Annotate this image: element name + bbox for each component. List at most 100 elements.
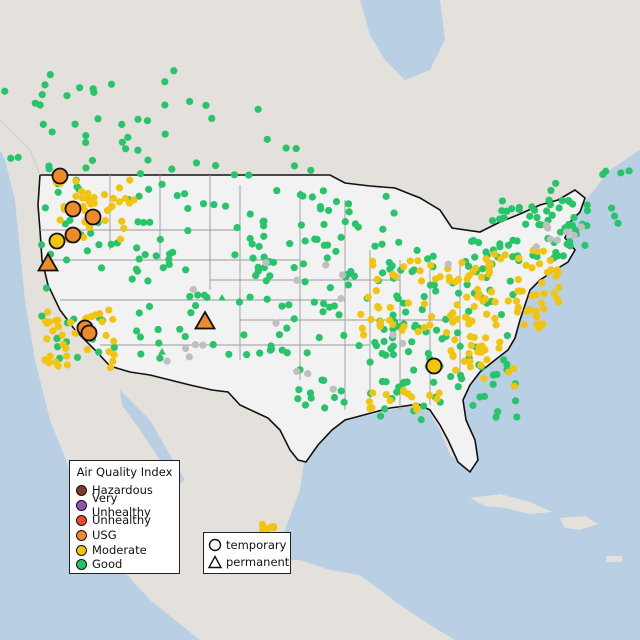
- monitor-marker: [515, 205, 523, 213]
- monitor-marker: [449, 309, 457, 317]
- legend-label-good: Good: [92, 557, 123, 571]
- monitor-marker: [82, 132, 90, 140]
- monitor-marker: [570, 213, 578, 222]
- monitor-marker: [208, 114, 216, 122]
- monitor-marker: [118, 120, 126, 128]
- monitor-marker: [273, 187, 281, 195]
- monitor-marker: [144, 277, 152, 285]
- monitor-marker: [246, 210, 254, 218]
- monitor-marker: [118, 217, 126, 225]
- monitor-marker: [290, 263, 298, 272]
- circle-icon: [208, 538, 222, 552]
- monitor-marker: [102, 331, 110, 340]
- monitor-marker: [583, 201, 591, 209]
- monitor-marker: [88, 156, 97, 165]
- monitor-marker: [458, 258, 466, 267]
- monitor-marker: [243, 350, 251, 359]
- monitor-marker: [491, 314, 499, 323]
- monitor-marker: [463, 293, 471, 301]
- hudson-bay: [360, 0, 445, 80]
- monitor-marker: [513, 237, 521, 245]
- monitor-marker: [62, 344, 70, 352]
- monitor-marker: [275, 331, 284, 339]
- monitor-marker: [470, 236, 478, 245]
- monitor-marker: [389, 331, 397, 339]
- monitor-marker: [410, 366, 418, 374]
- monitor-marker: [121, 194, 130, 203]
- monitor-marker: [563, 228, 571, 236]
- monitor-marker: [399, 386, 408, 395]
- monitor-marker: [181, 344, 190, 353]
- monitor-marker: [563, 240, 571, 248]
- monitor-marker: [378, 240, 386, 248]
- state-lines: [40, 175, 461, 410]
- monitor-marker: [426, 391, 434, 400]
- monitor-marker: [512, 297, 521, 305]
- monitor-marker: [128, 275, 136, 283]
- monitor-marker: [110, 343, 118, 352]
- monitor-marker: [504, 241, 513, 249]
- legend-dot-good: [76, 558, 87, 570]
- monitor-marker: [116, 235, 125, 243]
- monitor-marker: [470, 302, 478, 311]
- monitor-marker: [200, 291, 209, 299]
- monitor-marker: [137, 350, 145, 358]
- monitor-marker: [191, 341, 199, 349]
- legend-label-very-unhealthy: Very Unhealthy: [91, 491, 151, 519]
- monitor-marker: [95, 241, 103, 249]
- monitor-marker: [152, 252, 160, 260]
- monitor-marker: [38, 312, 46, 320]
- monitor-marker: [315, 333, 323, 342]
- monitor-marker: [173, 191, 181, 200]
- monitor-marker: [369, 389, 377, 397]
- monitor-marker: [84, 189, 92, 198]
- monitor-marker: [31, 99, 39, 107]
- monitor-marker: [106, 363, 115, 372]
- monitor-marker: [285, 301, 293, 309]
- monitor-marker: [367, 315, 375, 324]
- monitor-marker: [256, 349, 264, 357]
- monitor-marker: [555, 204, 563, 212]
- monitor-marker: [136, 170, 145, 178]
- monitor-marker: [477, 361, 485, 369]
- monitor-marker: [420, 402, 428, 410]
- monitor-marker: [73, 183, 81, 191]
- monitor-marker: [583, 222, 591, 230]
- monitor-marker: [385, 258, 393, 267]
- monitor-marker: [95, 348, 103, 356]
- monitor-marker: [544, 224, 552, 232]
- monitor-marker: [53, 343, 62, 351]
- monitor-marker: [56, 216, 64, 224]
- monitor-marker: [475, 343, 483, 351]
- monitor-marker: [181, 190, 189, 198]
- monitor-marker: [218, 294, 226, 301]
- monitor-marker: [194, 291, 202, 299]
- monitor-marker: [423, 255, 432, 263]
- monitor-marker: [54, 323, 62, 331]
- monitor-marker: [263, 135, 271, 143]
- monitor-marker: [299, 192, 307, 200]
- monitor-marker: [14, 153, 22, 161]
- monitor-marker: [45, 165, 53, 173]
- monitor-marker: [513, 413, 521, 421]
- monitor-marker: [373, 275, 381, 284]
- monitor-marker: [77, 187, 86, 196]
- monitor-marker: [249, 254, 257, 262]
- monitor-marker: [430, 378, 438, 386]
- monitor-marker: [389, 270, 397, 279]
- monitor-marker: [470, 333, 478, 342]
- monitor-marker: [491, 298, 499, 306]
- monitor-marker: [496, 338, 504, 346]
- monitor-marker: [94, 115, 102, 123]
- monitor-marker: [366, 404, 374, 413]
- monitor-marker: [134, 218, 142, 226]
- triangle-icon: [208, 555, 222, 569]
- monitor-marker: [565, 220, 573, 229]
- monitor-marker: [525, 306, 533, 314]
- monitor-marker: [462, 313, 470, 321]
- monitor-marker: [259, 218, 267, 226]
- monitor-marker: [272, 319, 280, 327]
- monitor-marker: [338, 271, 347, 279]
- monitor-marker: [115, 198, 124, 206]
- monitor-marker: [87, 229, 95, 237]
